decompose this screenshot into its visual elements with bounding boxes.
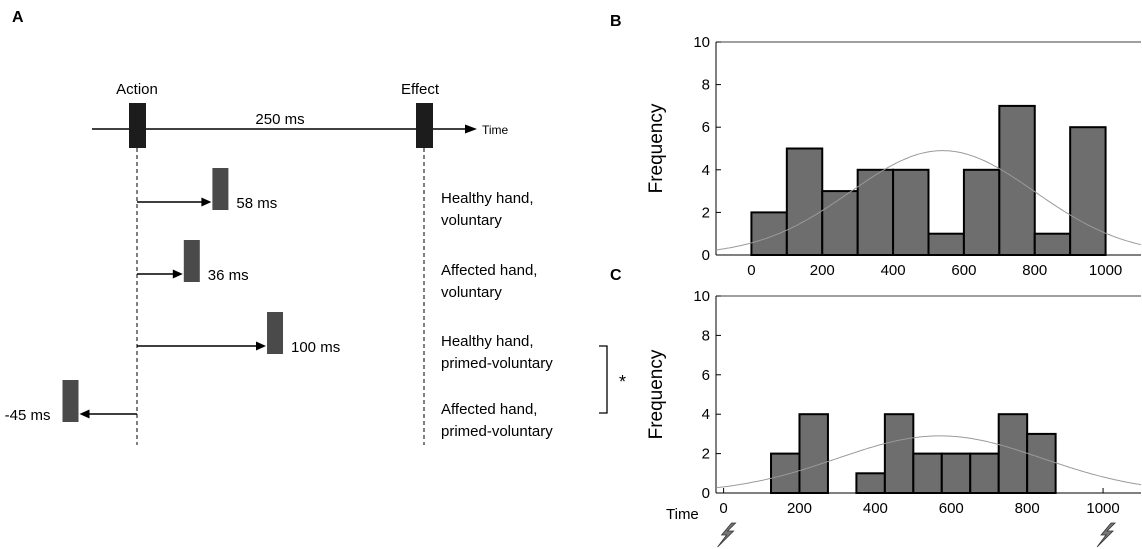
condition-label-line1: Affected hand, [441,262,537,279]
histogram-bar [969,452,1000,495]
fit-curve [715,435,1142,489]
histogram-bar [1026,432,1057,494]
x-tick-label: 1000 [1086,500,1119,517]
time-axis-arrowhead [465,124,477,134]
action-label: Action [116,81,158,98]
x-axis-label: Time [666,506,699,523]
shifted-action-marker [267,312,283,354]
y-tick-label: 10 [693,288,710,305]
shift-arrow-head [201,197,212,207]
panel-a-letter: A [12,9,24,26]
condition-label-line2: primed-voluntary [441,355,553,372]
condition-row: 36 ms Affected hand, voluntary [137,240,537,301]
y-tick-label: 8 [702,327,710,344]
significance-star: * [619,372,626,392]
effect-label: Effect [401,81,440,98]
histogram-bar [785,147,824,256]
histogram-bar [927,232,965,256]
shift-label: 100 ms [291,339,340,356]
x-tick-label: 800 [1015,500,1040,517]
histogram-bar [892,168,930,256]
y-tick-label: 0 [702,247,710,264]
histogram-bar [1033,232,1072,256]
panel-letter: C [610,267,622,284]
fit-curve [715,150,1142,251]
panel-a: A Action Effect Time 250 ms 58 ms Healthy… [5,9,626,445]
action-marker [129,103,146,148]
y-tick-label: 2 [702,446,710,463]
y-axis-label: Frequency [646,349,667,439]
y-tick-label: 2 [702,204,710,221]
histogram-bar [998,104,1036,257]
condition-label-line1: Healthy hand, [441,333,534,350]
condition-row: 58 ms Healthy hand, voluntary [137,168,534,229]
interval-label: 250 ms [255,111,304,128]
shift-label: 36 ms [208,267,249,284]
histogram-bar [912,452,943,495]
x-tick-label: 400 [881,262,906,279]
y-tick-label: 4 [702,406,710,423]
x-tick-label: 0 [719,500,727,517]
y-tick-label: 8 [702,77,710,94]
shifted-action-marker [183,240,200,282]
panel-letter: B [610,13,622,30]
condition-row: -45 ms Affected hand, primed-voluntary [5,380,553,440]
x-tick-label: 800 [1022,262,1047,279]
x-tick-label: 200 [787,500,812,517]
histogram-bar [1069,126,1107,256]
condition-label-line1: Healthy hand, [441,190,534,207]
panel-b: B 0 2 4 6 8 10 0 200 400 600 800 1000 Frequency [610,13,1142,279]
shift-label: 58 ms [236,195,277,212]
shift-label: -45 ms [5,407,51,424]
y-axis-label: Frequency [646,103,667,193]
condition-label-line2: voluntary [441,284,502,301]
shift-arrow-head [256,341,266,351]
x-tick-label: 400 [863,500,888,517]
condition-label-line2: voluntary [441,212,502,229]
x-tick-label: 600 [939,500,964,517]
panel-c: C 0 2 4 6 8 10 0 200 400 600 800 1000 Frequency Time [610,267,1142,548]
condition-rows: 58 ms Healthy hand, voluntary 36 ms Affected… [5,168,553,440]
significance-bracket [599,345,608,414]
y-tick-label: 0 [702,485,710,502]
time-axis-label: Time [482,123,509,137]
shifted-action-marker [62,380,79,422]
histogram-bar [750,211,788,256]
y-tick-label: 10 [693,34,710,51]
condition-label-line1: Affected hand, [441,401,537,418]
shift-arrow-head [79,409,90,419]
x-tick-label: 600 [951,262,976,279]
histogram-bar [962,168,1001,256]
lightning-bolt-icon [717,522,737,548]
histogram-bar [798,413,829,495]
histogram-bar [883,413,915,495]
x-tick-label: 1000 [1089,262,1122,279]
condition-label-line2: primed-voluntary [441,423,553,440]
histogram-bar [770,452,801,495]
histogram-bar [856,168,895,256]
lightning-bolt-icon [1096,522,1117,548]
y-tick-label: 6 [702,367,710,384]
shift-arrow-head [172,269,183,279]
effect-marker [416,103,433,148]
x-tick-label: 0 [747,262,755,279]
histogram-bar [940,452,972,495]
histogram-bar [997,413,1029,495]
shifted-action-marker [212,168,229,210]
y-tick-label: 4 [702,162,710,179]
x-tick-label: 200 [810,262,835,279]
histogram-bar [821,190,859,257]
y-tick-label: 6 [702,119,710,136]
condition-row: 100 ms Healthy hand, primed-voluntary [137,312,553,372]
histogram-bar [855,472,886,494]
